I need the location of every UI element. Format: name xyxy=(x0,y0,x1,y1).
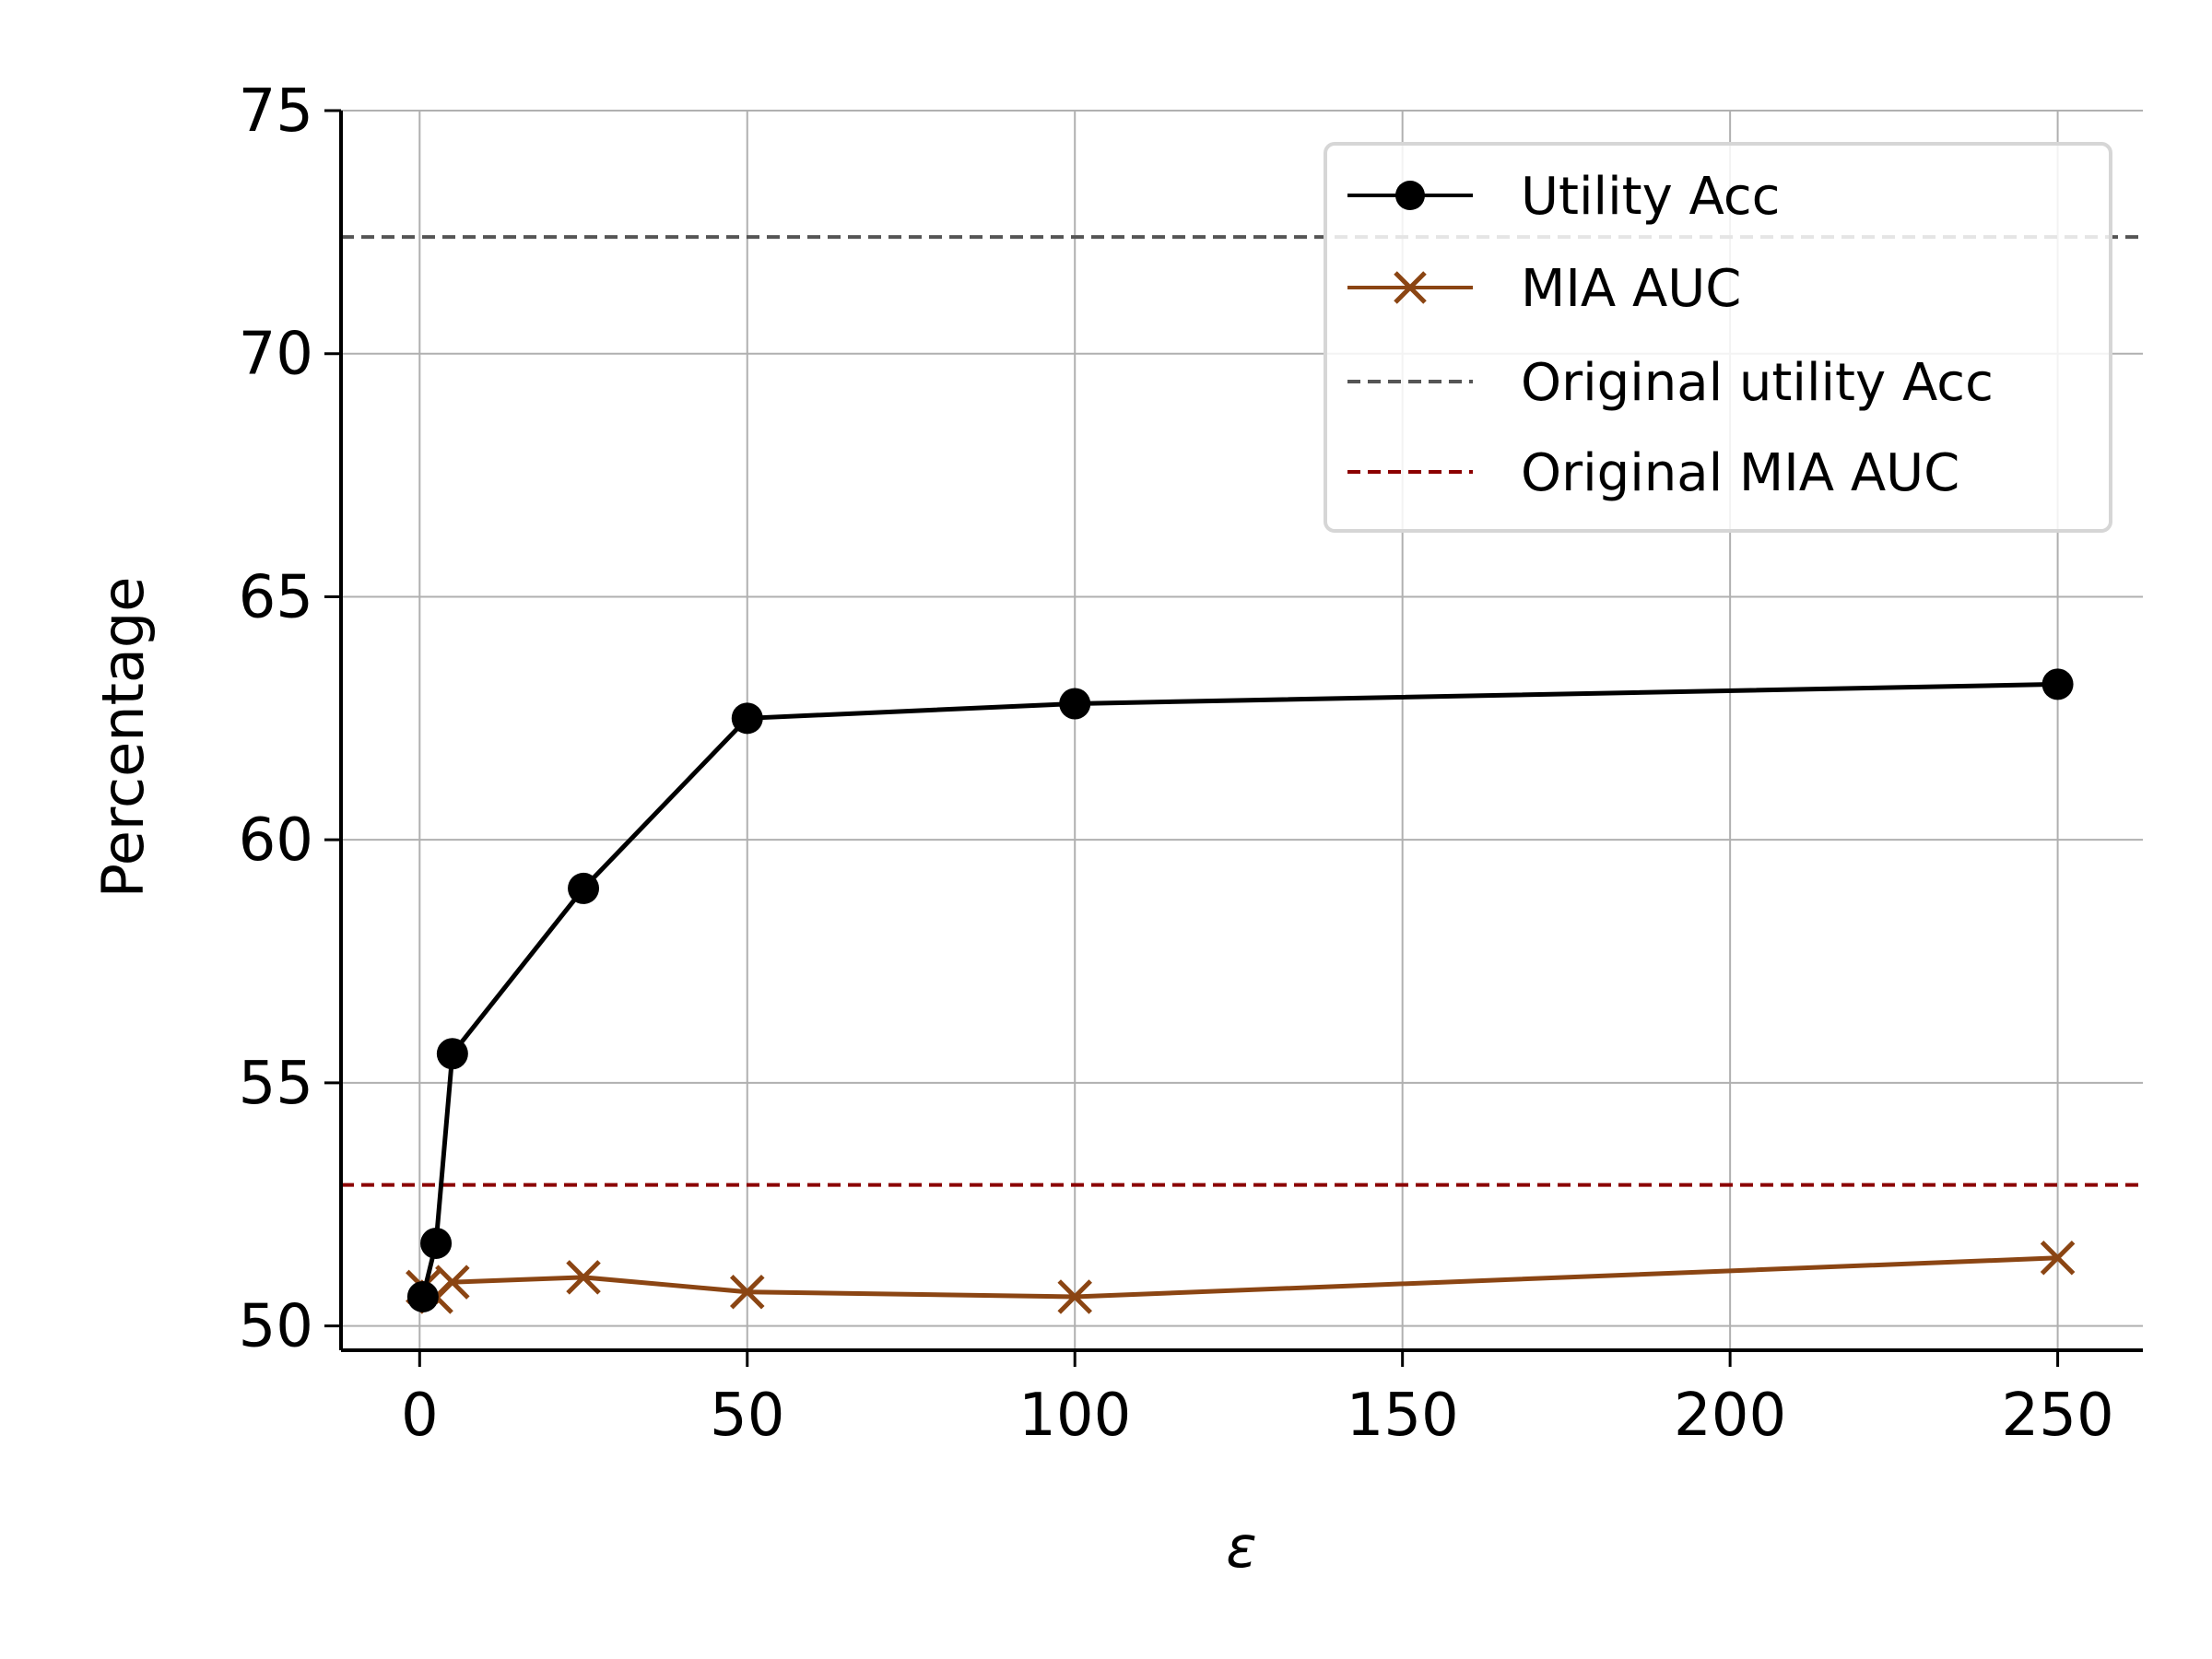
legend-marker-mia-auc xyxy=(1394,271,1427,304)
data-point xyxy=(731,702,763,735)
y-tick-label: 60 xyxy=(239,806,313,875)
legend-label-mia-auc: MIA AUC xyxy=(1521,259,1741,319)
axes xyxy=(339,111,2143,1352)
y-tick-label: 55 xyxy=(239,1050,313,1118)
data-point xyxy=(435,1265,470,1300)
series-line xyxy=(421,1255,2058,1300)
legend-label-original-mia-auc: Original MIA AUC xyxy=(1521,443,1959,503)
x-tick-label: 50 xyxy=(710,1382,784,1450)
y-tick-label: 75 xyxy=(239,77,313,146)
legend-label-utility-acc: Utility Acc xyxy=(1521,167,1780,227)
y-axis-label: Percentage xyxy=(89,577,157,899)
data-point xyxy=(568,872,600,904)
x-tick-label: 150 xyxy=(1347,1382,1459,1450)
y-tick-label: 65 xyxy=(239,563,313,631)
data-point xyxy=(436,1038,468,1070)
series xyxy=(406,668,2076,1314)
data-point xyxy=(406,1280,439,1312)
x-tick-label: 0 xyxy=(401,1382,439,1450)
series-line xyxy=(420,681,2058,1298)
x-axis-label: ε xyxy=(1226,1513,1257,1581)
legend-entry-original-utility-acc: Original utility Acc xyxy=(1347,353,1994,413)
data-point xyxy=(2040,1241,2076,1276)
x-tick-label: 250 xyxy=(2002,1382,2114,1450)
data-point xyxy=(1057,1279,1092,1314)
x-tick-label: 200 xyxy=(1674,1382,1786,1450)
ticks: 0 50 100 150 200 250 50 55 60 65 70 75 xyxy=(239,77,2114,1450)
data-point xyxy=(566,1260,601,1295)
legend: Utility Acc MIA AUC Original utility Acc… xyxy=(1324,142,2112,533)
x-tick-label: 100 xyxy=(1018,1382,1131,1450)
legend-marker-utility-acc xyxy=(1395,181,1425,210)
data-point xyxy=(2041,668,2074,700)
y-tick-label: 50 xyxy=(239,1293,313,1361)
y-tick-label: 70 xyxy=(239,321,313,389)
legend-frame xyxy=(1324,142,2112,533)
legend-entry-utility-acc: Utility Acc xyxy=(1347,167,1780,227)
legend-label-original-utility-acc: Original utility Acc xyxy=(1521,353,1994,413)
data-point xyxy=(1059,688,1091,720)
data-point xyxy=(420,1227,453,1259)
legend-entry-original-mia-auc: Original MIA AUC xyxy=(1347,443,1959,503)
data-point xyxy=(729,1274,765,1310)
legend-entry-mia-auc: MIA AUC xyxy=(1347,259,1741,319)
